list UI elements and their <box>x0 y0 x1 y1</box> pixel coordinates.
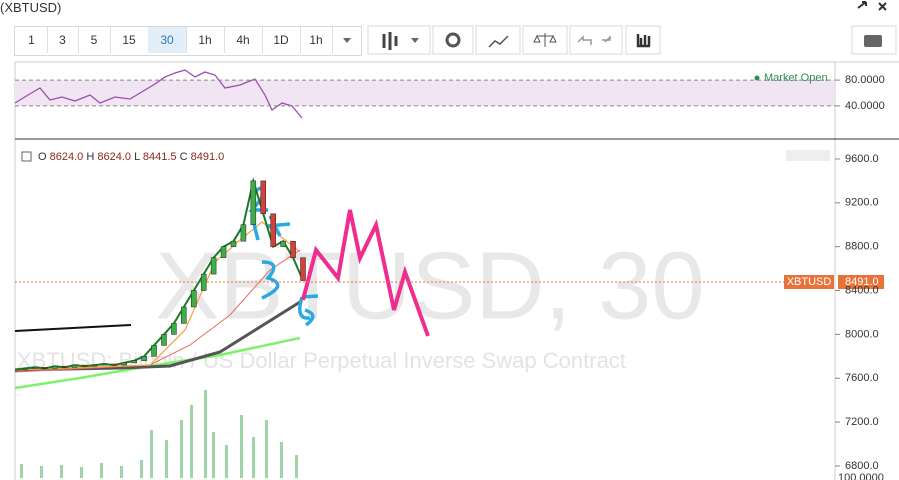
candle <box>71 364 78 368</box>
candle <box>200 273 207 291</box>
indicator-icon <box>488 35 509 48</box>
legend-value: 8624.0 <box>97 151 131 163</box>
interval-button[interactable]: 30 <box>148 27 187 53</box>
dropdown-arrow <box>343 38 351 43</box>
gear-icon <box>445 32 461 48</box>
price-tick-label: 8400.0 <box>845 284 879 296</box>
camera-icon <box>864 35 882 47</box>
annotation-prediction <box>301 209 430 337</box>
candle <box>22 368 28 370</box>
trend-line <box>14 324 132 332</box>
candle <box>32 367 38 369</box>
undo-redo[interactable] <box>569 25 623 55</box>
expand-icon <box>857 1 867 9</box>
undo-icon <box>577 35 611 45</box>
close-icon <box>878 2 887 11</box>
scale-icon <box>533 33 557 47</box>
ma-line <box>14 221 301 371</box>
candle <box>131 360 137 364</box>
chart-type-button[interactable] <box>367 25 431 55</box>
price-tick-label: 6800.0 <box>845 460 879 472</box>
candle <box>250 180 257 225</box>
dropdown-arrow <box>411 38 419 43</box>
rsi-tick-label: 80.0000 <box>845 74 885 86</box>
toolbar <box>14 26 362 56</box>
candle <box>101 363 108 366</box>
candle <box>230 240 237 247</box>
ohlc-legend: O 8624.0 H 8624.0 L 8441.5 C 8491.0 <box>38 151 224 163</box>
candle <box>121 362 127 366</box>
price-tick-label: 8800.0 <box>845 241 879 253</box>
candle <box>210 257 217 275</box>
price-tick-label: 9200.0 <box>845 197 879 209</box>
status-dot <box>754 75 760 81</box>
title: (XBTUSD) <box>0 0 62 15</box>
candle <box>240 224 247 242</box>
candle-icon <box>382 32 398 50</box>
settings-button[interactable] <box>432 25 474 55</box>
legend-value: 8624.0 <box>50 151 84 163</box>
legend-key: L <box>134 151 140 163</box>
snapshot-button[interactable] <box>851 25 897 55</box>
volume-axis-label: 100.0000 <box>838 472 884 480</box>
rsi-tick-label: 40.0000 <box>845 100 885 112</box>
interval-button[interactable]: 4h <box>224 27 263 53</box>
interval-button[interactable]: 1h <box>300 27 333 53</box>
candle <box>191 290 197 308</box>
candle <box>290 240 296 258</box>
interval-button[interactable]: 3 <box>47 27 79 53</box>
collapse-toggle[interactable] <box>21 151 32 162</box>
candle <box>81 364 88 367</box>
price-tag-symbol <box>784 275 834 289</box>
candle <box>42 367 48 369</box>
volume-bars <box>20 390 298 478</box>
candle <box>260 180 267 215</box>
candle <box>270 213 276 247</box>
price-tag <box>838 275 884 289</box>
fullscreen-button[interactable] <box>625 25 661 55</box>
candle <box>61 365 68 368</box>
bars-icon <box>636 34 651 48</box>
candle <box>151 345 157 357</box>
interval-button[interactable]: 1D <box>262 27 301 53</box>
ma-line <box>14 300 301 372</box>
candle <box>181 306 187 324</box>
rsi-band <box>15 80 835 106</box>
market-status: Market Open <box>764 72 828 84</box>
candle <box>91 364 98 367</box>
legend-value: 8491.0 <box>191 151 225 163</box>
legend-key: C <box>180 151 188 163</box>
price-tick-label: 7600.0 <box>845 372 879 384</box>
price-tick-label: 8000.0 <box>845 328 879 340</box>
legend-key: O <box>38 151 47 163</box>
indicator-button[interactable] <box>475 25 521 55</box>
candle <box>171 323 177 335</box>
candle <box>141 356 147 361</box>
interval-button[interactable]: 1 <box>16 27 48 53</box>
candle <box>300 257 306 281</box>
price-tag-text: 8491.0 <box>845 276 879 288</box>
rsi-line <box>14 69 303 119</box>
candle <box>51 365 58 369</box>
candle <box>220 246 227 258</box>
candle <box>280 240 286 247</box>
pane-controls[interactable] <box>786 150 830 161</box>
price-tag-symbol-text: XBTUSD <box>787 276 832 288</box>
interval-button[interactable]: 1h <box>186 27 225 53</box>
price-tick-label: 9600.0 <box>845 153 879 165</box>
compare-button[interactable] <box>522 25 568 55</box>
candle <box>161 334 167 346</box>
candle <box>111 363 118 366</box>
watermark: XBTUSD, 30 <box>155 232 705 339</box>
legend-key: H <box>86 151 94 163</box>
price-tick-label: 7200.0 <box>845 416 879 428</box>
legend-value: 8441.5 <box>143 151 177 163</box>
interval-button[interactable]: 5 <box>78 27 111 53</box>
